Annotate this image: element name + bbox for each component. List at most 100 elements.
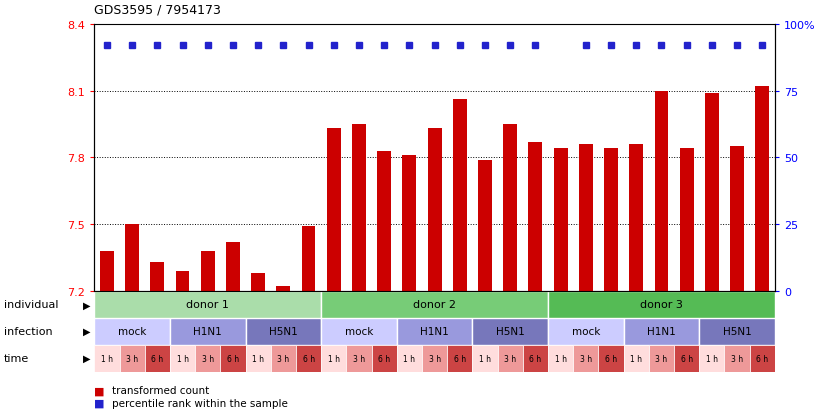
Bar xyxy=(628,145,642,291)
Text: ▶: ▶ xyxy=(83,326,90,337)
Bar xyxy=(523,345,547,372)
Bar xyxy=(170,318,245,345)
Bar xyxy=(623,318,699,345)
Text: 1 h: 1 h xyxy=(403,354,415,363)
Bar xyxy=(402,156,416,291)
Bar xyxy=(100,251,114,291)
Bar xyxy=(321,318,396,345)
Text: H5N1: H5N1 xyxy=(269,326,297,337)
Bar xyxy=(175,271,189,291)
Bar xyxy=(547,345,572,372)
Text: infection: infection xyxy=(4,326,52,337)
Text: donor 2: donor 2 xyxy=(413,299,455,310)
Text: 1 h: 1 h xyxy=(176,354,188,363)
Bar xyxy=(346,345,371,372)
Text: 3 h: 3 h xyxy=(428,354,440,363)
Bar xyxy=(497,345,523,372)
Text: mock: mock xyxy=(118,326,146,337)
Bar xyxy=(120,345,144,372)
Bar xyxy=(729,147,743,291)
Bar xyxy=(94,345,120,372)
Text: GDS3595 / 7954173: GDS3595 / 7954173 xyxy=(94,4,221,17)
Text: H1N1: H1N1 xyxy=(193,326,222,337)
Text: transformed count: transformed count xyxy=(112,385,210,395)
Bar xyxy=(245,345,270,372)
Text: 1 h: 1 h xyxy=(328,354,339,363)
Bar xyxy=(94,291,321,318)
Text: 3 h: 3 h xyxy=(277,354,289,363)
Text: H5N1: H5N1 xyxy=(495,326,524,337)
Text: 3 h: 3 h xyxy=(579,354,591,363)
Text: percentile rank within the sample: percentile rank within the sample xyxy=(112,398,287,408)
Bar xyxy=(301,227,315,291)
Text: 6 h: 6 h xyxy=(680,354,692,363)
Text: H1N1: H1N1 xyxy=(419,326,449,337)
Bar xyxy=(472,345,497,372)
Bar xyxy=(321,291,547,318)
Bar xyxy=(245,318,321,345)
Text: 3 h: 3 h xyxy=(126,354,138,363)
Bar xyxy=(477,160,491,291)
Text: 6 h: 6 h xyxy=(151,354,163,363)
Bar xyxy=(754,87,768,291)
Text: 6 h: 6 h xyxy=(755,354,767,363)
Bar xyxy=(270,345,296,372)
Bar xyxy=(503,125,517,291)
Bar xyxy=(125,225,139,291)
Bar xyxy=(201,251,215,291)
Text: donor 3: donor 3 xyxy=(640,299,682,310)
Text: 6 h: 6 h xyxy=(378,354,390,363)
Bar xyxy=(276,287,290,291)
Text: 6 h: 6 h xyxy=(529,354,541,363)
Text: 1 h: 1 h xyxy=(251,354,264,363)
Text: mock: mock xyxy=(344,326,373,337)
Bar xyxy=(396,345,422,372)
Text: mock: mock xyxy=(571,326,600,337)
Bar xyxy=(94,318,170,345)
Bar xyxy=(428,129,441,291)
Text: 3 h: 3 h xyxy=(352,354,364,363)
Bar xyxy=(472,318,547,345)
Text: 1 h: 1 h xyxy=(101,354,113,363)
Bar xyxy=(648,345,673,372)
Text: 3 h: 3 h xyxy=(201,354,214,363)
Bar xyxy=(321,345,346,372)
Text: H1N1: H1N1 xyxy=(646,326,675,337)
Bar xyxy=(598,345,623,372)
Bar xyxy=(623,345,648,372)
Text: 3 h: 3 h xyxy=(654,354,667,363)
Bar xyxy=(144,345,170,372)
Bar xyxy=(377,151,391,291)
Bar xyxy=(371,345,396,372)
Text: 6 h: 6 h xyxy=(453,354,465,363)
Text: 6 h: 6 h xyxy=(302,354,314,363)
Bar xyxy=(351,125,365,291)
Bar xyxy=(679,149,693,291)
Text: 1 h: 1 h xyxy=(478,354,491,363)
Bar xyxy=(673,345,699,372)
Bar xyxy=(572,345,598,372)
Bar xyxy=(704,94,718,291)
Bar xyxy=(327,129,340,291)
Text: H5N1: H5N1 xyxy=(722,326,750,337)
Text: donor 1: donor 1 xyxy=(186,299,229,310)
Text: 6 h: 6 h xyxy=(227,354,238,363)
Bar xyxy=(749,345,774,372)
Bar xyxy=(452,100,466,291)
Bar xyxy=(699,318,774,345)
Bar xyxy=(654,91,667,291)
Text: 1 h: 1 h xyxy=(705,354,717,363)
Bar xyxy=(446,345,472,372)
Bar xyxy=(170,345,195,372)
Bar xyxy=(150,262,164,291)
Bar xyxy=(195,345,220,372)
Text: time: time xyxy=(4,353,29,363)
Text: 3 h: 3 h xyxy=(730,354,742,363)
Bar xyxy=(547,291,774,318)
Text: ▶: ▶ xyxy=(83,299,90,310)
Text: individual: individual xyxy=(4,299,58,310)
Text: 6 h: 6 h xyxy=(604,354,617,363)
Bar xyxy=(724,345,749,372)
Bar xyxy=(528,142,541,291)
Bar xyxy=(220,345,245,372)
